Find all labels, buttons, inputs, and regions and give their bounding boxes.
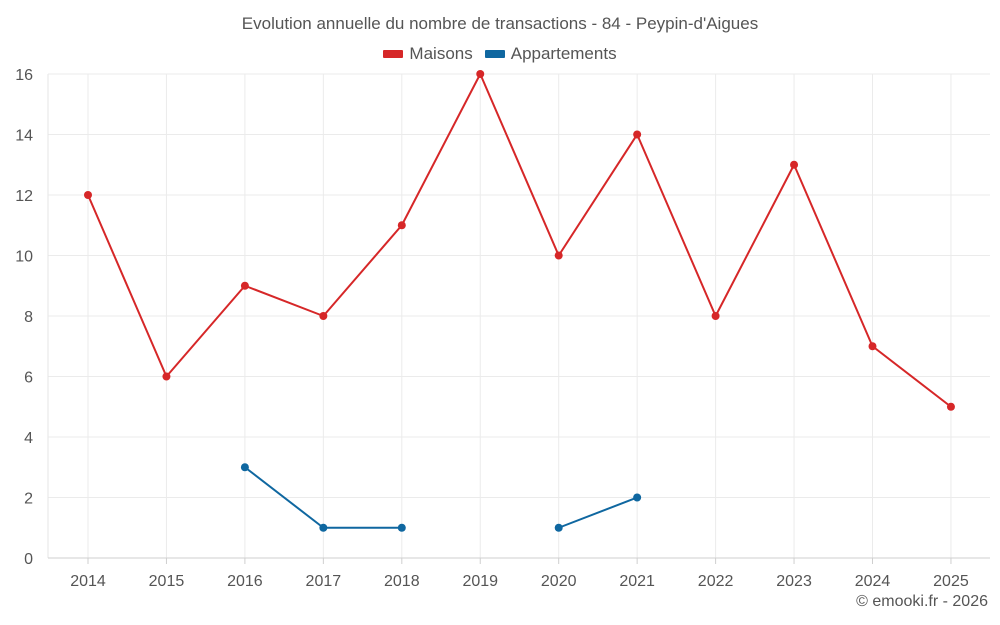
x-tick-label: 2014 bbox=[70, 573, 106, 590]
grid bbox=[48, 73, 990, 558]
y-tick-label: 10 bbox=[15, 249, 33, 266]
x-tick-label: 2020 bbox=[541, 573, 577, 590]
y-tick-label: 2 bbox=[24, 491, 33, 508]
y-tick-label: 0 bbox=[24, 551, 33, 568]
x-tick-label: 2022 bbox=[698, 573, 734, 590]
data-point-maisons bbox=[554, 251, 563, 260]
x-tick-label: 2018 bbox=[384, 573, 420, 590]
y-tick-label: 8 bbox=[24, 309, 33, 326]
y-tick-label: 4 bbox=[24, 430, 33, 447]
data-point-maisons bbox=[946, 402, 955, 411]
data-point-appartements bbox=[397, 523, 406, 532]
data-point-maisons bbox=[633, 130, 642, 139]
data-point-maisons bbox=[476, 70, 485, 78]
data-point-maisons bbox=[84, 191, 92, 199]
data-point-maisons bbox=[162, 372, 171, 381]
x-tick-label: 2019 bbox=[462, 573, 498, 590]
chart-title: Evolution annuelle du nombre de transact… bbox=[241, 14, 759, 33]
legend-label-maisons: Maisons bbox=[409, 44, 473, 63]
y-tick-label: 16 bbox=[15, 67, 33, 84]
data-point-maisons bbox=[868, 342, 877, 351]
data-point-maisons bbox=[240, 281, 249, 290]
credit-text: © emooki.fr - 2026 bbox=[856, 593, 988, 610]
x-tick-label: 2021 bbox=[619, 573, 655, 590]
x-tick-label: 2024 bbox=[855, 573, 891, 590]
y-tick-label: 12 bbox=[15, 188, 33, 205]
data-point-maisons bbox=[319, 312, 328, 320]
legend-item-maisons[interactable]: Maisons bbox=[383, 44, 473, 64]
series-line-maisons bbox=[87, 73, 952, 408]
x-tick-label: 2015 bbox=[149, 573, 185, 590]
legend-swatch-appartements bbox=[484, 50, 505, 58]
data-point-appartements bbox=[554, 523, 563, 532]
y-tick-label: 14 bbox=[15, 128, 33, 145]
x-tick-label: 2023 bbox=[776, 573, 812, 590]
data-point-appartements bbox=[319, 523, 328, 532]
y-tick-label: 6 bbox=[24, 370, 33, 387]
data-point-maisons bbox=[397, 221, 406, 230]
data-point-maisons bbox=[711, 312, 720, 320]
legend: Maisons Appartements bbox=[0, 44, 1000, 64]
legend-item-appartements[interactable]: Appartements bbox=[484, 44, 617, 64]
data-point-appartements bbox=[633, 493, 642, 502]
x-tick-label: 2017 bbox=[306, 573, 342, 590]
legend-label-appartements: Appartements bbox=[510, 44, 617, 63]
legend-swatch-maisons bbox=[383, 50, 404, 58]
data-point-appartements bbox=[240, 463, 249, 472]
series-line-appartements bbox=[558, 496, 638, 529]
x-tick-label: 2016 bbox=[227, 573, 263, 590]
axes: 0 2 4 6 8 10 12 14 16 2014 2015 2016 2017 2018 2019 202… bbox=[15, 67, 990, 590]
series bbox=[84, 70, 955, 532]
x-tick-label: 2025 bbox=[933, 573, 969, 590]
data-point-maisons bbox=[790, 160, 799, 169]
